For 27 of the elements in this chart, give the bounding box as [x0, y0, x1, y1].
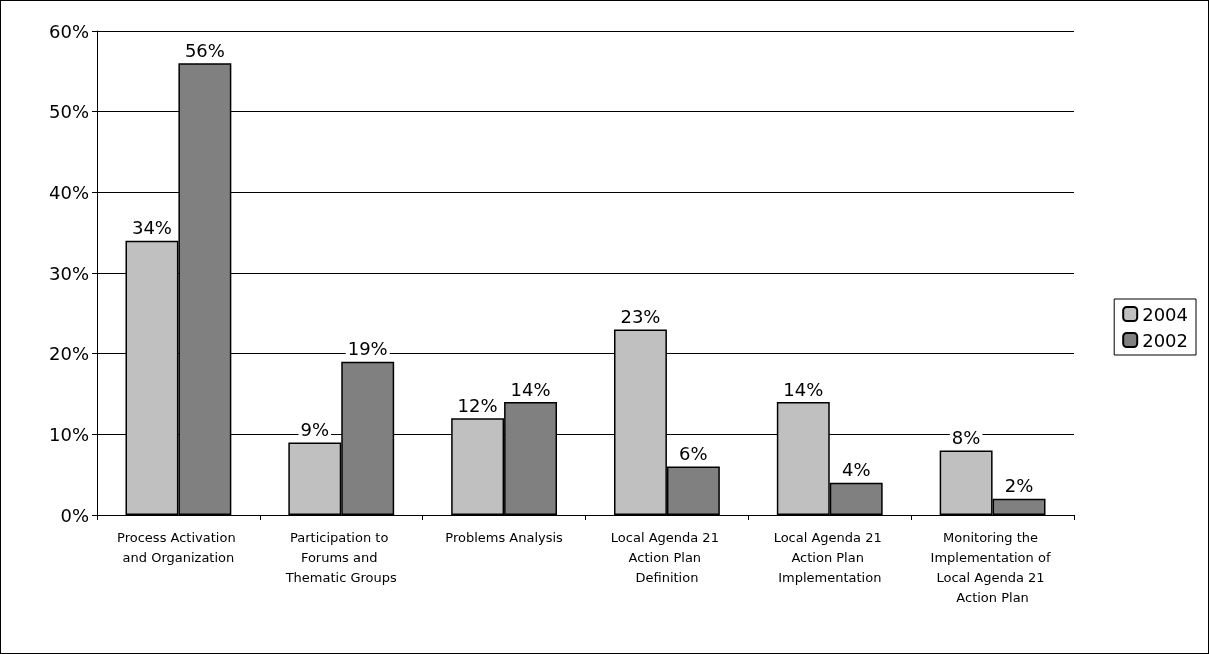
data-label: 56% [184, 39, 225, 61]
x-tick-label: Local Agenda 21 Action Plan Definition [610, 529, 724, 585]
data-label: 2% [1004, 475, 1034, 497]
data-label: 12% [457, 394, 498, 416]
data-label: 34% [131, 217, 172, 239]
y-tick-label: 20% [48, 343, 89, 365]
y-tick-label: 30% [48, 262, 89, 284]
x-tick-label: Problems Analysis [445, 529, 564, 545]
data-label: 14% [783, 378, 824, 400]
y-tick-label: 10% [48, 423, 89, 445]
y-tick-label: 0% [60, 504, 89, 526]
legend-label: 2002 [1142, 329, 1188, 351]
data-label: 19% [347, 338, 388, 360]
y-tick-label: 40% [48, 181, 89, 203]
x-tick-label: Local Agenda 21 Action Plan Implementation [773, 529, 886, 585]
data-label: 14% [510, 378, 551, 400]
data-label: 9% [300, 418, 330, 440]
x-tick-label: Participation to Forums and Thematic Groups [284, 529, 398, 585]
data-label: 4% [841, 459, 871, 481]
data-label: 8% [951, 426, 981, 448]
x-tick-label: Monitoring the Implementation of Local Agenda 21 Action Plan [930, 529, 1055, 605]
y-tick-label: 60% [48, 20, 89, 42]
y-tick-label: 50% [48, 101, 89, 123]
x-tick-label: Process Activation and Organization [117, 529, 240, 565]
data-label: 23% [620, 305, 661, 327]
legend-label: 2004 [1142, 303, 1188, 325]
data-label: 6% [679, 443, 708, 465]
